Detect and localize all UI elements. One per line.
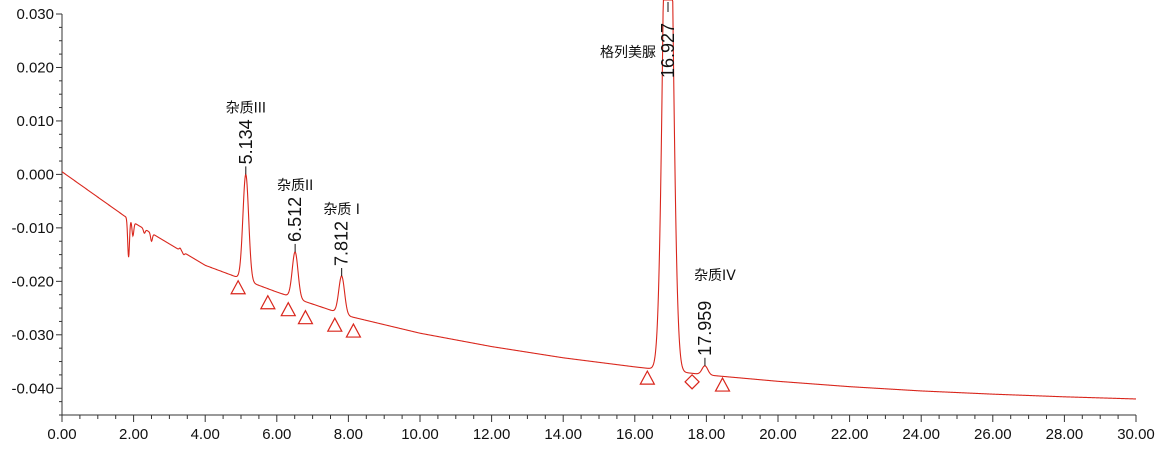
baseline-diamond-marker (684, 374, 700, 390)
y-tick-label: 0.000 (16, 166, 54, 183)
y-tick-label: 0.020 (16, 59, 54, 76)
baseline-triangle-marker (714, 376, 731, 392)
x-tick-label: 16.00 (616, 426, 654, 443)
y-tick-label: 0.010 (16, 113, 54, 130)
peak-name: 杂质II (277, 178, 313, 194)
x-tick-label: 4.00 (191, 426, 220, 443)
baseline-triangle-marker (297, 309, 314, 325)
baseline-triangle-marker (639, 369, 656, 385)
baseline-triangle-marker (280, 301, 297, 317)
x-tick-label: 28.00 (1046, 426, 1084, 443)
x-tick-label: 12.00 (473, 426, 511, 443)
y-tick-label: 0.030 (16, 6, 54, 23)
x-tick-label: 22.00 (831, 426, 869, 443)
x-tick-label: 30.00 (1117, 426, 1155, 443)
x-tick-label: 14.00 (544, 426, 582, 443)
y-tick-label: -0.040 (11, 380, 54, 397)
baseline-triangle-marker (326, 316, 343, 332)
chromatogram-trace (62, 0, 1136, 400)
x-tick-label: 26.00 (974, 426, 1012, 443)
x-tick-label: 8.00 (334, 426, 363, 443)
x-tick-label: 18.00 (688, 426, 726, 443)
peak-retention-time: 5.134 (236, 119, 256, 164)
peak-name: 杂质 I (323, 202, 360, 218)
peak-retention-time: 17.959 (695, 301, 715, 356)
y-tick-label: -0.020 (11, 273, 54, 290)
axes: 0.00 2.00 4.00 6.00 8.00 10.00 12.00 14.00 16.00… (11, 6, 1154, 443)
baseline-triangle-marker (259, 294, 276, 310)
x-tick-label: 6.00 (262, 426, 291, 443)
integration-markers (230, 279, 731, 392)
peak-retention-time: 6.512 (285, 197, 305, 242)
peak-name: 杂质IV (694, 268, 736, 284)
x-tick-label: 2.00 (119, 426, 148, 443)
y-tick-label: -0.030 (11, 327, 54, 344)
peak-retention-time: 16.927 (658, 23, 678, 78)
peak-retention-time: 7.812 (332, 221, 352, 266)
x-tick-label: 20.00 (759, 426, 797, 443)
baseline-triangle-marker (230, 279, 247, 295)
y-tick-label: -0.010 (11, 220, 54, 237)
trace-layer (62, 0, 1136, 400)
x-tick-label: 24.00 (902, 426, 940, 443)
peak-name: 格列美脲 (600, 45, 656, 61)
x-tick-label: 10.00 (401, 426, 439, 443)
baseline-triangle-marker (345, 322, 362, 338)
peak-name: 杂质III (226, 100, 266, 116)
x-tick-label: 0.00 (47, 426, 76, 443)
